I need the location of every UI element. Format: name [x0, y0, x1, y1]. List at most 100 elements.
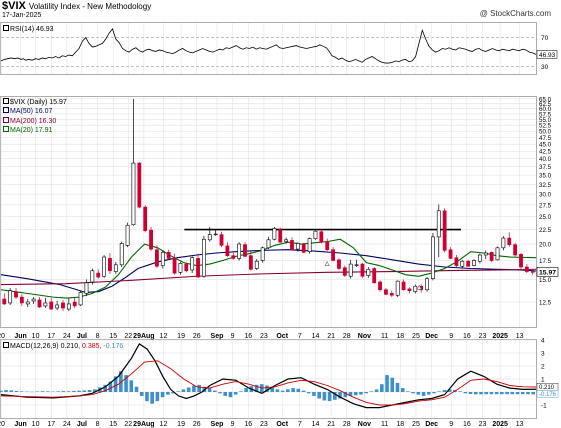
- candle-body: [155, 249, 159, 267]
- macd-hist-bar: [207, 388, 212, 392]
- candle-body: [401, 281, 406, 291]
- candle-body: [102, 256, 106, 277]
- macd-ytick-label: 2: [541, 364, 545, 371]
- candle-body: [407, 288, 412, 291]
- macd-hist-bar: [479, 392, 483, 395]
- macd-xtick-label: 12: [160, 421, 168, 428]
- macd-hist-bar: [301, 390, 306, 392]
- candle-body: [337, 259, 341, 269]
- macd-hist-bar: [322, 392, 327, 401]
- price-ytick-label: 50.0: [539, 129, 552, 136]
- macd-layer: [0, 343, 537, 409]
- macd-xtick-label: 14: [312, 421, 320, 428]
- ma-line-0: [0, 249, 537, 294]
- macd-hist-bar: [275, 389, 280, 392]
- candle-body: [530, 271, 535, 273]
- candle-body: [313, 230, 318, 239]
- macd-hist-bar: [87, 390, 92, 392]
- rsi-line: [0, 27, 537, 64]
- candle-body: [172, 257, 177, 274]
- rsi-current-value: 46.93: [539, 52, 556, 59]
- macd-hist-bar: [505, 392, 509, 395]
- candle-body: [37, 299, 42, 308]
- candle-body: [225, 245, 230, 256]
- macd-hist-bar: [119, 371, 123, 392]
- candle-body: [290, 240, 294, 251]
- price-xtick-label: 10: [32, 333, 40, 340]
- price-xtick-label: 16: [244, 333, 252, 340]
- price-ytick-label: 40.0: [539, 156, 552, 163]
- rsi-layer: [0, 27, 537, 64]
- candle-body: [466, 260, 471, 267]
- candle-body: [19, 296, 24, 304]
- macd-hist-bar: [306, 392, 311, 394]
- macd-hist-bar: [145, 392, 149, 402]
- macd-hist-bar: [166, 392, 170, 395]
- macd-line: [0, 343, 537, 409]
- macd-hist-bar: [176, 391, 181, 392]
- price-xtick-label: Jul: [77, 333, 87, 340]
- macd-hist-bar: [160, 392, 165, 398]
- macd-xtick-label: 10: [32, 421, 40, 428]
- price-ytick-label: 25.0: [539, 214, 552, 221]
- macd-hist-bar: [139, 392, 144, 396]
- macd-hist-bar: [312, 392, 316, 396]
- candle-body: [301, 243, 306, 253]
- candle-body: [272, 228, 277, 240]
- macd-xtick-label: 29Aug: [133, 421, 154, 428]
- macd-hist-bar: [406, 391, 410, 392]
- macd-hist-bar: [531, 392, 535, 395]
- candle-body: [425, 278, 429, 291]
- macd-hist-bar: [192, 385, 196, 392]
- macd-hist-bar: [468, 392, 473, 394]
- macd-hist-bar: [327, 392, 332, 402]
- macd-hist-bar: [233, 392, 238, 395]
- macd-xtick-label: 25: [412, 421, 420, 428]
- macd-hist-bar: [150, 392, 154, 404]
- candle-body: [14, 291, 18, 298]
- macd-hist-bar: [353, 392, 358, 396]
- candle-body: [260, 247, 265, 261]
- macd-hist-bar: [197, 384, 201, 392]
- candle-body: [472, 260, 476, 266]
- candle-body: [219, 234, 224, 246]
- macd-hist-bar: [103, 384, 107, 392]
- candle-body: [84, 282, 89, 294]
- macd-ytick-label: -1: [541, 403, 547, 410]
- candle-body: [278, 229, 283, 243]
- macd-hist-bar: [359, 392, 363, 395]
- axis-labels: 30507046.9312.515.017.520.022.525.027.53…: [0, 35, 559, 428]
- candle-body: [237, 243, 242, 259]
- price-ytick-label: 62.5: [539, 101, 552, 108]
- candle-body: [295, 243, 300, 250]
- macd-xtick-label: 26: [193, 421, 201, 428]
- candle-body: [378, 281, 382, 291]
- macd-xtick-label: 17: [47, 421, 55, 428]
- macd-xtick-label: 16: [463, 421, 471, 428]
- price-xtick-label: 20: [0, 333, 5, 340]
- candle-body: [454, 257, 459, 266]
- macd-hist-bar: [510, 392, 515, 395]
- price-ytick-label: 27.5: [539, 202, 552, 209]
- candle-body: [331, 249, 335, 261]
- macd-hist-bar: [113, 376, 118, 392]
- rsi-legend: RSI(14) 46.93: [3, 25, 54, 33]
- macd-hist-bar: [129, 380, 134, 392]
- macd-hist-bar: [286, 389, 290, 392]
- candle-body: [495, 247, 500, 261]
- macd-hist-bar: [223, 392, 228, 396]
- candle-body: [108, 258, 112, 272]
- price-ytick-label: 65.0: [539, 96, 552, 103]
- rsi-ytick-label: 70: [541, 35, 549, 42]
- legend-ma200: MA(200) 16.30: [3, 116, 67, 126]
- candle-body: [131, 162, 136, 226]
- macd-hist-bar: [291, 388, 295, 392]
- candle-body: [483, 252, 488, 256]
- rsi-ytick-label: 30: [541, 64, 549, 71]
- macd-hist-bar: [265, 385, 269, 392]
- candle-body: [190, 257, 195, 271]
- macd-hist-bar: [385, 375, 389, 392]
- candle-body: [372, 268, 377, 284]
- macd-xtick-label: 16: [244, 421, 252, 428]
